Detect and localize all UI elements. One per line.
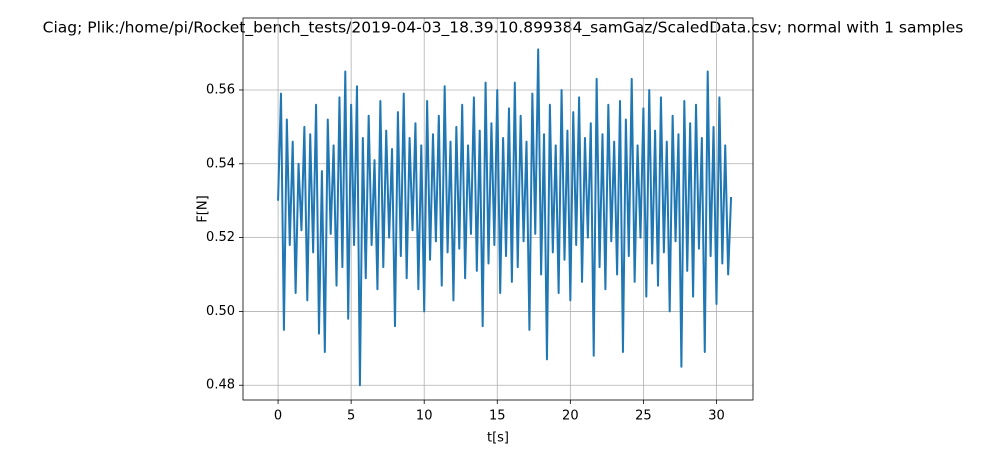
x-tick-label: 30 bbox=[708, 409, 725, 424]
x-axis-label: t[s] bbox=[487, 431, 509, 446]
y-tick-label: 0.50 bbox=[206, 304, 235, 319]
plot-frame bbox=[242, 17, 754, 401]
data-line bbox=[277, 48, 733, 387]
x-tick-label: 15 bbox=[489, 409, 506, 424]
x-tick-label: 25 bbox=[635, 409, 652, 424]
x-tick-label: 0 bbox=[274, 409, 282, 424]
y-tick-label: 0.48 bbox=[206, 378, 235, 393]
y-tick-label: 0.54 bbox=[206, 156, 235, 171]
y-tick-label: 0.52 bbox=[206, 230, 235, 245]
chart-title: Ciag; Plik:/home/pi/Rocket_bench_tests/2… bbox=[43, 19, 964, 38]
x-tick-label: 10 bbox=[416, 409, 433, 424]
x-tick-label: 20 bbox=[562, 409, 579, 424]
x-tick-label: 5 bbox=[347, 409, 355, 424]
y-tick-label: 0.56 bbox=[206, 82, 235, 97]
y-axis-label: F[N] bbox=[196, 195, 211, 222]
